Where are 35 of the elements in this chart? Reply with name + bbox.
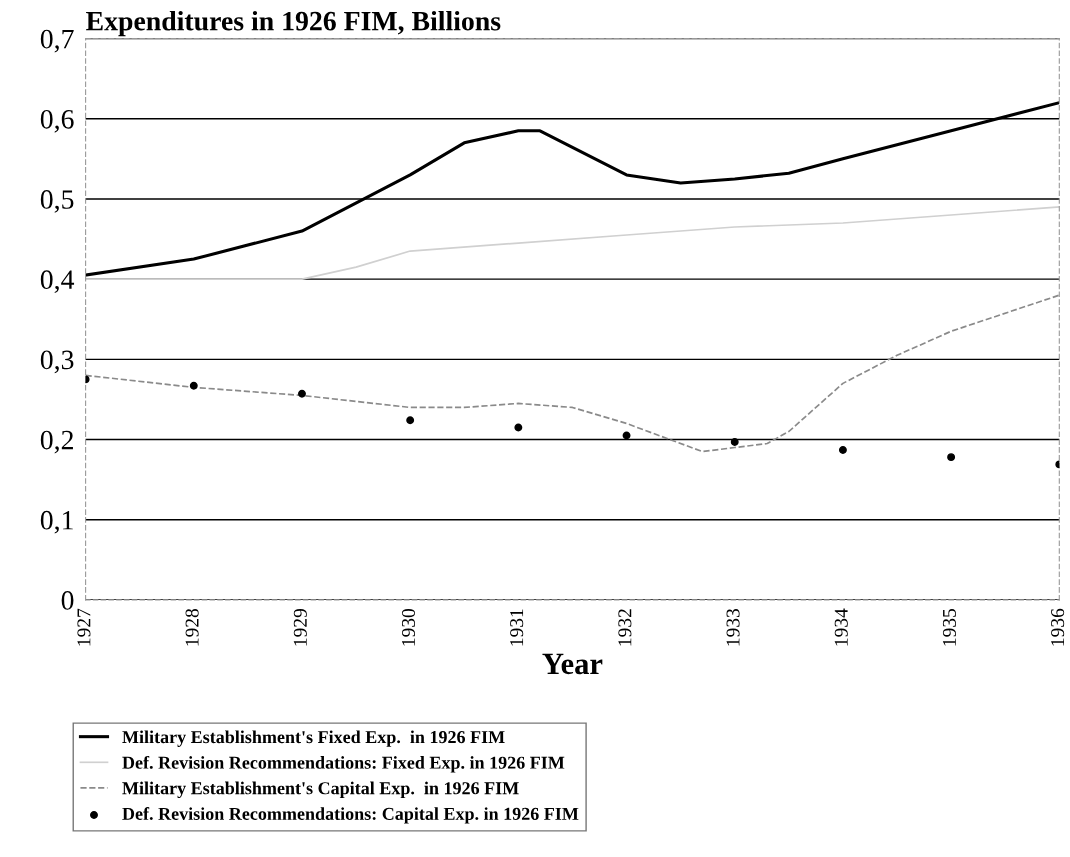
y-tick-label: 0,1 — [40, 510, 73, 534]
legend-label: Military Establishment's Capital Exp. in 1926 FIM — [122, 781, 519, 799]
legend-label: Military Establishment's Fixed Exp. in 1926 FIM — [122, 730, 505, 747]
x-tick-label: 1932 — [618, 609, 632, 646]
x-tick-label: 1930 — [401, 608, 416, 646]
y-tick-label: 0 — [61, 591, 74, 610]
y-tick-label: 0,3 — [40, 350, 74, 374]
x-tick-label: 1928 — [185, 608, 199, 646]
x-tick-label: 1933 — [726, 608, 740, 646]
x-tick-label: 1929 — [293, 609, 307, 646]
y-tick-label: 0,7 — [40, 29, 74, 53]
point — [514, 423, 523, 432]
y-tick-label: 0,4 — [40, 270, 75, 294]
x-tick-label: 1934 — [834, 608, 848, 646]
y-tick-label: 0,2 — [40, 430, 73, 454]
point — [189, 381, 198, 390]
line-series — [85, 101, 1060, 277]
y-tick-label: 0,6 — [40, 109, 74, 133]
point — [298, 389, 306, 398]
y-tick-label: 0,5 — [40, 190, 74, 213]
point — [406, 416, 415, 425]
x-tick-label: 1935 — [942, 608, 956, 646]
legend-label: Def. Revision Recommendations: Fixed Exp. in 1926 FIM — [122, 755, 565, 773]
point — [622, 431, 631, 440]
point — [730, 437, 739, 446]
legend-label: Def. Revision Recommendations: Capital Exp. in 1926 FIM — [122, 807, 579, 824]
point — [947, 453, 956, 462]
line-series — [85, 294, 1060, 453]
x-tick-label: 1936 — [1051, 608, 1065, 646]
x-axis-title: Year — [542, 653, 603, 675]
point — [838, 445, 847, 454]
x-tick-label: 1931 — [510, 609, 524, 646]
line-series — [85, 206, 1060, 280]
chart-title: Expenditures in 1926 FIM, Billions — [86, 10, 501, 37]
x-tick-label: 1927 — [77, 608, 91, 646]
